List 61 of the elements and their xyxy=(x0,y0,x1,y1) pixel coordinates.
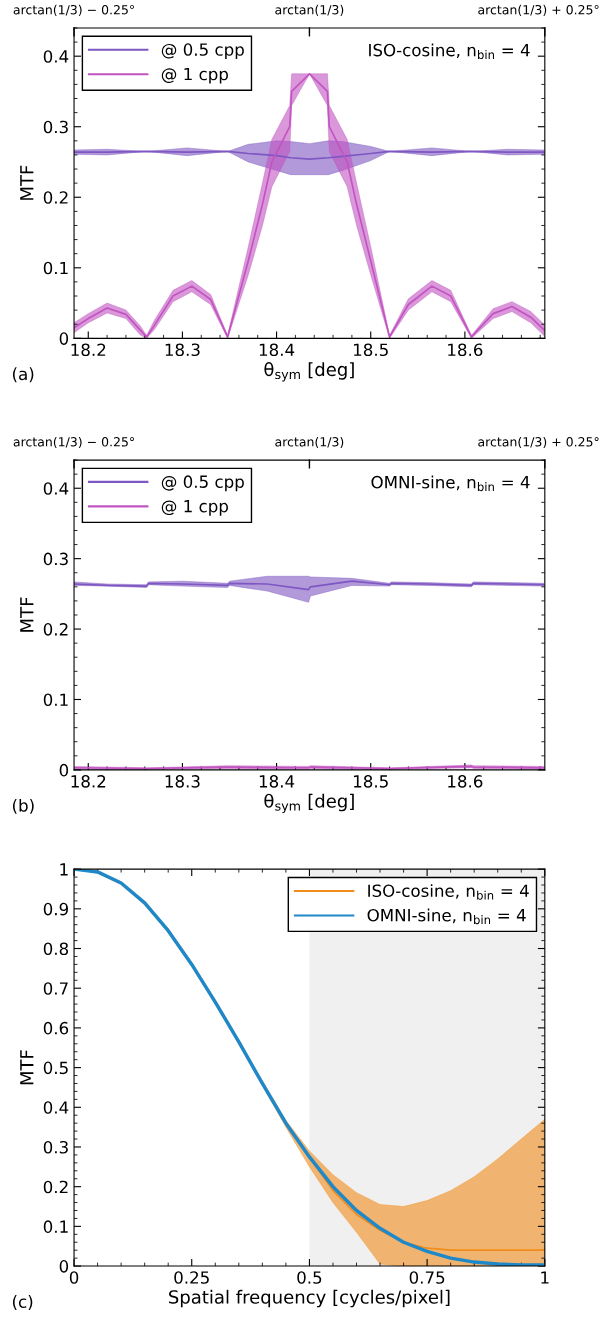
y-tick-label: 0 xyxy=(59,332,69,345)
x-tick-label: 0.5 xyxy=(297,1271,322,1284)
y-tick-label: 0.5 xyxy=(43,1061,68,1075)
y-tick-label: 0.7 xyxy=(43,982,68,995)
x-axis-title: θ$_{sym}$ [deg] xyxy=(264,793,354,814)
y-tick-label: 0.4 xyxy=(43,482,69,495)
y-tick-label: 0.2 xyxy=(43,1180,68,1194)
y-tick-label: 0.1 xyxy=(43,693,68,707)
annotation: arctan(1/3) xyxy=(275,436,344,449)
annotation: arctan(1/3) − 0.25° xyxy=(13,436,134,449)
x-tick-label: 18.3 xyxy=(165,343,200,357)
text: (c) xyxy=(12,1295,33,1310)
y-tick-label: 0.3 xyxy=(43,552,68,566)
annotation: arctan(1/3) xyxy=(275,4,344,16)
legend-label: @ 1 cpp xyxy=(161,500,228,516)
y-axis-title: MTF xyxy=(20,1050,34,1085)
x-tick-label: 18.5 xyxy=(354,775,388,788)
y-tick-label: 0.4 xyxy=(43,50,69,63)
y-axis-title: MTF xyxy=(20,165,34,200)
x-tick-label: 18.6 xyxy=(448,775,483,788)
y-tick-label: 0.9 xyxy=(43,902,69,916)
x-tick-label: 0.25 xyxy=(174,1271,209,1284)
x-tick-label: 0 xyxy=(69,1271,79,1284)
legend-label: OMNI-sine, n$_{bin}$ = 4 xyxy=(367,908,526,925)
text: (b) xyxy=(12,798,34,814)
x-tick-label: 18.4 xyxy=(259,343,295,357)
legend-label: @ 0.5 cpp xyxy=(161,475,244,492)
annotation: arctan(1/3) − 0.25° xyxy=(13,4,134,16)
y-tick-label: 0 xyxy=(59,1260,69,1273)
y-tick-label: 0 xyxy=(59,763,69,777)
line-series xyxy=(74,150,545,161)
x-tick-label: 18.2 xyxy=(71,775,106,788)
y-tick-label: 1 xyxy=(60,863,68,876)
y-tick-label: 0.2 xyxy=(43,191,68,204)
y-tick-label: 0.6 xyxy=(43,1021,69,1035)
x-tick-label: 18.4 xyxy=(259,775,295,788)
legend-label: @ 0.5 cpp xyxy=(161,43,244,60)
y-tick-label: 0.1 xyxy=(43,261,68,275)
y-tick-label: 0.3 xyxy=(43,120,68,134)
annotation: arctan(1/3) + 0.25° xyxy=(478,4,599,16)
x-tick-label: 18.2 xyxy=(71,343,106,357)
legend-label: ISO-cosine, n$_{bin}$ = 4 xyxy=(368,884,529,900)
x-tick-label: 18.3 xyxy=(165,775,200,788)
annotation: ISO-cosine, n$_{bin}$ = 4 xyxy=(369,43,530,60)
y-tick-label: 0.2 xyxy=(43,623,68,636)
legend-label: @ 1 cpp xyxy=(161,67,228,84)
x-axis-title: θ$_{sym}$ [deg] xyxy=(264,362,354,382)
x-tick-label: 18.6 xyxy=(448,343,483,357)
annotation: arctan(1/3) + 0.25° xyxy=(478,436,599,449)
annotation: OMNI-sine, n$_{bin}$ = 4 xyxy=(371,475,530,492)
line-series xyxy=(74,580,545,591)
x-tick-label: 18.5 xyxy=(354,343,388,357)
x-tick-label: 0.75 xyxy=(409,1271,445,1284)
x-axis-title: Spatial frequency [cycles/pixel] xyxy=(169,1289,450,1308)
text: (a) xyxy=(12,367,34,383)
y-tick-label: 0.4 xyxy=(43,1101,69,1114)
y-tick-label: 0.1 xyxy=(43,1220,68,1233)
x-tick-label: 1 xyxy=(541,1271,549,1284)
y-axis-title: MTF xyxy=(20,597,34,632)
y-tick-label: 0.3 xyxy=(43,1140,68,1154)
y-tick-label: 0.8 xyxy=(43,942,69,956)
